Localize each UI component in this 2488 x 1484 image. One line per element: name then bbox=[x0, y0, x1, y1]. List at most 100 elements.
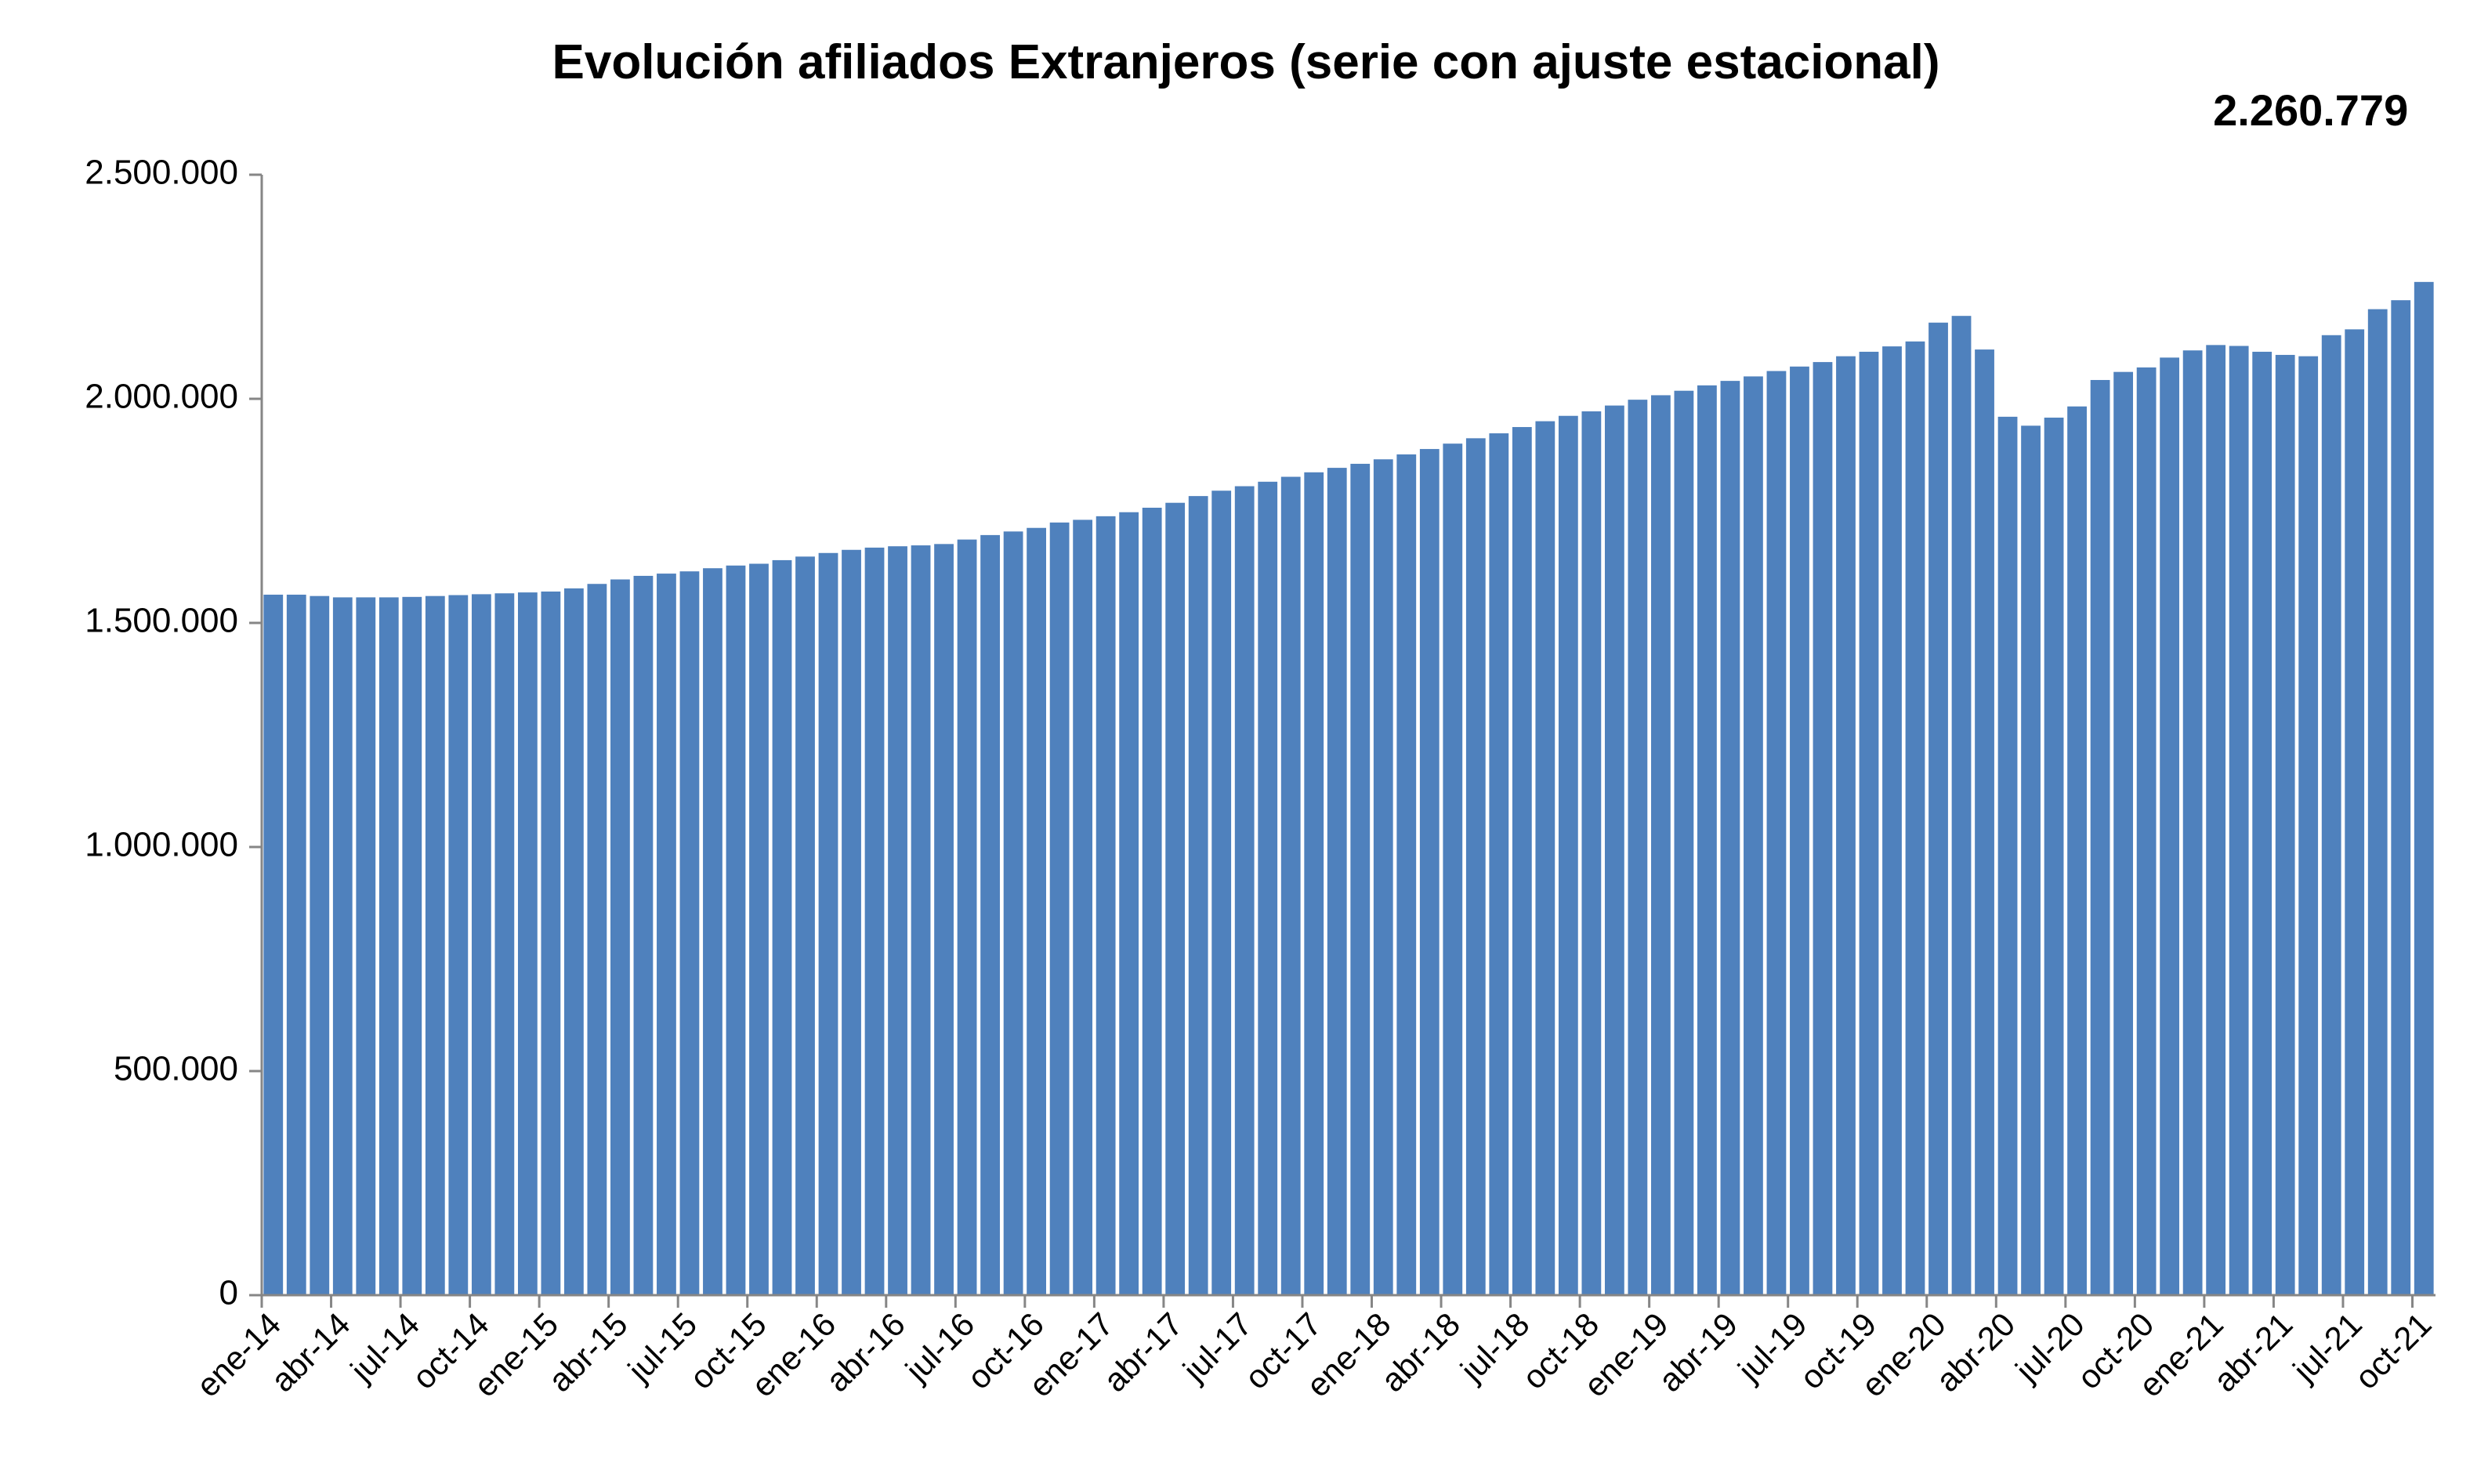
bar bbox=[356, 597, 376, 1295]
bar bbox=[1027, 527, 1047, 1295]
bar bbox=[2321, 335, 2341, 1295]
bar bbox=[1003, 531, 1023, 1295]
bar bbox=[1258, 481, 1278, 1295]
bar bbox=[2090, 379, 2110, 1295]
bar bbox=[425, 595, 445, 1295]
bar bbox=[1720, 381, 1740, 1295]
bar bbox=[471, 594, 491, 1295]
bar bbox=[1373, 459, 1393, 1295]
bar bbox=[517, 592, 538, 1295]
x-tick-label: abr-18 bbox=[1374, 1305, 1467, 1399]
bar bbox=[1744, 376, 1763, 1295]
bar bbox=[402, 596, 422, 1295]
x-tick-label: oct-21 bbox=[2348, 1305, 2439, 1396]
bar bbox=[610, 579, 630, 1295]
bar bbox=[657, 574, 676, 1295]
bar bbox=[2021, 425, 2041, 1295]
bar bbox=[1073, 519, 1093, 1295]
bar bbox=[864, 547, 885, 1295]
x-tick-label: ene-14 bbox=[189, 1305, 288, 1404]
bar bbox=[286, 594, 306, 1295]
bar bbox=[2367, 309, 2388, 1296]
bar bbox=[1049, 522, 1070, 1295]
bar bbox=[934, 544, 954, 1295]
bar bbox=[2391, 300, 2411, 1295]
bar bbox=[633, 575, 654, 1295]
bar bbox=[1928, 322, 1948, 1295]
bar bbox=[2298, 356, 2319, 1295]
bar bbox=[1327, 468, 1347, 1295]
bar bbox=[1535, 421, 1555, 1295]
bar bbox=[2229, 346, 2249, 1295]
bar bbox=[1280, 476, 1301, 1295]
y-tick-label: 0 bbox=[219, 1274, 238, 1312]
bar bbox=[2067, 406, 2087, 1295]
bar bbox=[1165, 502, 1186, 1295]
bar bbox=[1443, 443, 1463, 1296]
bar bbox=[1859, 351, 1879, 1296]
y-tick-label: 2.500.000 bbox=[85, 154, 238, 192]
bar bbox=[2252, 351, 2273, 1296]
y-tick-label: 1.500.000 bbox=[85, 602, 238, 640]
bar bbox=[1234, 486, 1255, 1295]
bar bbox=[1304, 472, 1324, 1295]
bar bbox=[563, 588, 584, 1295]
bar bbox=[332, 597, 353, 1295]
bar bbox=[1419, 449, 1440, 1296]
bar bbox=[749, 563, 769, 1295]
bar bbox=[818, 552, 838, 1295]
bar bbox=[1558, 415, 1578, 1295]
y-tick-label: 2.000.000 bbox=[85, 378, 238, 416]
bar bbox=[1604, 405, 1624, 1295]
bar bbox=[1096, 516, 1116, 1295]
bar bbox=[957, 539, 977, 1295]
bar bbox=[2345, 329, 2365, 1296]
bar bbox=[772, 559, 792, 1295]
x-tick-label: abr-19 bbox=[1651, 1305, 1744, 1399]
bar bbox=[310, 595, 330, 1295]
bar bbox=[1997, 416, 2018, 1295]
bar bbox=[679, 571, 700, 1295]
bar bbox=[1142, 507, 1162, 1295]
bar bbox=[541, 591, 561, 1295]
bar bbox=[1951, 316, 1972, 1296]
bar bbox=[378, 597, 399, 1295]
bar bbox=[980, 534, 1000, 1295]
bar bbox=[911, 545, 931, 1295]
bar bbox=[2160, 357, 2180, 1296]
bar bbox=[842, 549, 861, 1295]
x-tick-label: abr-16 bbox=[819, 1305, 912, 1399]
bar bbox=[448, 595, 469, 1295]
bar bbox=[1697, 385, 1717, 1296]
bar bbox=[1188, 496, 1208, 1295]
bar bbox=[2206, 345, 2226, 1295]
y-tick-label: 1.000.000 bbox=[85, 826, 238, 864]
bar bbox=[726, 565, 746, 1295]
x-tick-label: abr-17 bbox=[1096, 1305, 1190, 1399]
y-tick-label: 500.000 bbox=[114, 1050, 238, 1088]
bar bbox=[1905, 341, 1925, 1296]
bar bbox=[1650, 395, 1671, 1295]
bar bbox=[2136, 367, 2157, 1296]
bar bbox=[1512, 427, 1532, 1295]
bar bbox=[1836, 356, 1856, 1295]
bar bbox=[1211, 490, 1232, 1295]
bar bbox=[1465, 438, 1486, 1296]
bar bbox=[1766, 371, 1787, 1295]
x-tick-label: abr-14 bbox=[264, 1305, 357, 1399]
bar bbox=[1813, 362, 1833, 1296]
bar bbox=[703, 568, 722, 1295]
bar bbox=[1489, 433, 1509, 1296]
bar bbox=[2113, 371, 2134, 1296]
bar bbox=[1674, 390, 1694, 1296]
x-tick-label: abr-20 bbox=[1928, 1305, 2022, 1399]
x-tick-label: abr-21 bbox=[2206, 1305, 2299, 1399]
chart-title: Evolución afiliados Extranjeros (serie c… bbox=[552, 35, 1939, 89]
bar bbox=[795, 556, 815, 1295]
x-tick-label: abr-15 bbox=[541, 1305, 635, 1399]
bar bbox=[1975, 349, 1994, 1296]
bar bbox=[2044, 418, 2064, 1296]
bar bbox=[1882, 346, 1902, 1296]
bar bbox=[1790, 366, 1809, 1295]
